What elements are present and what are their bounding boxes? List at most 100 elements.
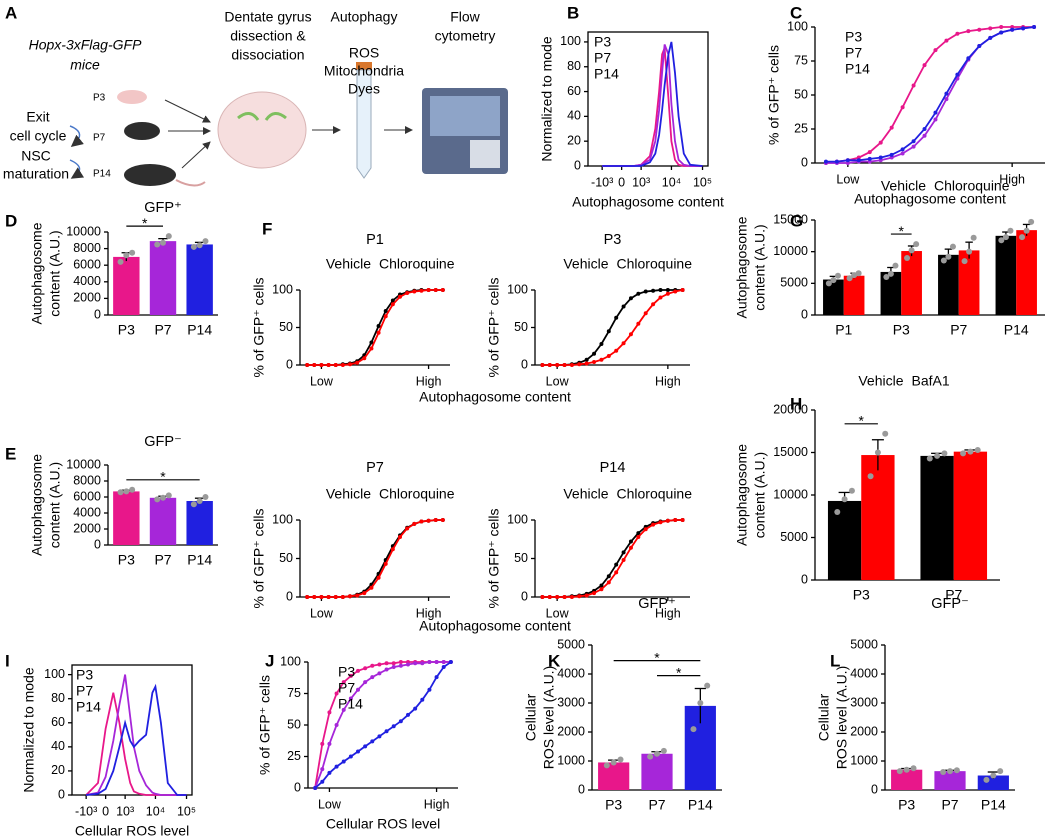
- point: [665, 288, 670, 292]
- point: [427, 660, 432, 664]
- data-point: [967, 448, 974, 455]
- age-label: P7: [93, 133, 106, 144]
- point: [433, 518, 438, 522]
- x-axis-label: Autophagosome content: [572, 194, 724, 210]
- x-axis-label: Autophagosome content: [419, 389, 571, 405]
- legend-label: P14: [845, 61, 870, 77]
- legend-label: P7: [76, 683, 93, 699]
- point: [356, 668, 360, 673]
- point: [348, 362, 352, 367]
- point: [327, 710, 332, 715]
- x-tick-label: High: [655, 606, 681, 620]
- point: [355, 360, 360, 365]
- point: [334, 764, 339, 769]
- data-point: [196, 242, 203, 249]
- y-tick-label: 4000: [850, 666, 878, 680]
- legend-label: Vehicle: [326, 256, 371, 272]
- point: [856, 158, 861, 163]
- point: [673, 518, 678, 522]
- point: [999, 25, 1004, 29]
- chart-title: GFP⁻: [931, 596, 968, 612]
- y-tick-label: 2000: [73, 291, 101, 305]
- point: [988, 26, 993, 31]
- x-tick-label: P7: [945, 587, 962, 603]
- x-tick-label: P3: [118, 552, 135, 568]
- point: [383, 314, 388, 319]
- point: [878, 140, 883, 145]
- y-tick-label: 80: [51, 691, 65, 705]
- x-tick-label: High: [424, 797, 450, 811]
- arrow: [69, 125, 84, 147]
- point: [577, 362, 582, 367]
- y-tick-label: 1000: [850, 753, 878, 767]
- y-tick-label: 20: [51, 763, 65, 777]
- x-tick-label: P1: [835, 322, 852, 338]
- y-tick-label: 100: [787, 19, 808, 33]
- x-axis-label: Cellular ROS level: [326, 816, 440, 832]
- point: [362, 591, 367, 596]
- point: [383, 309, 388, 313]
- point: [636, 531, 641, 536]
- y-tick-label: 5000: [850, 637, 878, 651]
- data-point: [940, 257, 947, 264]
- point: [341, 707, 346, 712]
- y-tick-label: 50: [279, 551, 293, 565]
- data-point: [190, 243, 197, 250]
- point: [412, 289, 417, 294]
- y-tick-label: 4000: [557, 666, 585, 680]
- panel-label: D: [5, 211, 17, 230]
- point: [680, 518, 685, 522]
- plot-frame: [587, 31, 709, 167]
- point: [334, 723, 339, 727]
- y-tick-label: 2000: [850, 724, 878, 738]
- y-tick-label: 50: [514, 320, 528, 334]
- point: [636, 291, 641, 296]
- data-point: [123, 488, 130, 495]
- x-tick-label: P3: [118, 322, 135, 338]
- point: [369, 340, 374, 345]
- x-tick-label: 10⁴: [146, 804, 165, 818]
- bar: [641, 753, 673, 790]
- y-tick-label: 60: [51, 715, 65, 729]
- panel-label: J: [265, 651, 274, 670]
- point: [355, 593, 360, 598]
- y-tick-label: 0: [286, 589, 293, 603]
- point: [370, 739, 375, 744]
- point: [569, 363, 574, 367]
- point: [577, 594, 582, 599]
- point: [900, 105, 905, 110]
- point: [933, 117, 938, 122]
- bar: [901, 251, 922, 315]
- point: [614, 315, 619, 320]
- x-axis-label: Autophagosome content: [419, 618, 571, 634]
- data-point: [202, 238, 209, 245]
- x-axis-label: Cellular ROS level: [75, 823, 189, 838]
- point: [614, 562, 619, 567]
- data-point: [941, 450, 948, 457]
- x-tick-label: High: [416, 606, 442, 620]
- step-label: Dyes: [348, 81, 380, 97]
- x-tick-label: Low: [310, 606, 334, 620]
- data-point: [887, 270, 894, 277]
- point: [426, 518, 431, 523]
- legend-label: P3: [845, 29, 862, 45]
- point: [922, 127, 927, 131]
- data-point: [970, 234, 977, 241]
- data-point: [117, 489, 124, 496]
- point: [1010, 27, 1015, 32]
- point: [312, 363, 317, 367]
- x-tick-label: P3: [898, 797, 915, 813]
- data-point: [974, 446, 981, 453]
- point: [658, 295, 663, 300]
- point: [348, 696, 353, 701]
- point: [434, 675, 439, 680]
- y-tick-label: 75: [287, 686, 301, 700]
- data-point: [949, 243, 956, 250]
- y-tick-label: 0: [521, 589, 528, 603]
- point: [834, 159, 839, 164]
- data-point: [123, 252, 130, 259]
- point: [383, 561, 388, 566]
- point: [356, 749, 360, 754]
- step-label: dissociation: [231, 47, 304, 63]
- point: [643, 527, 648, 532]
